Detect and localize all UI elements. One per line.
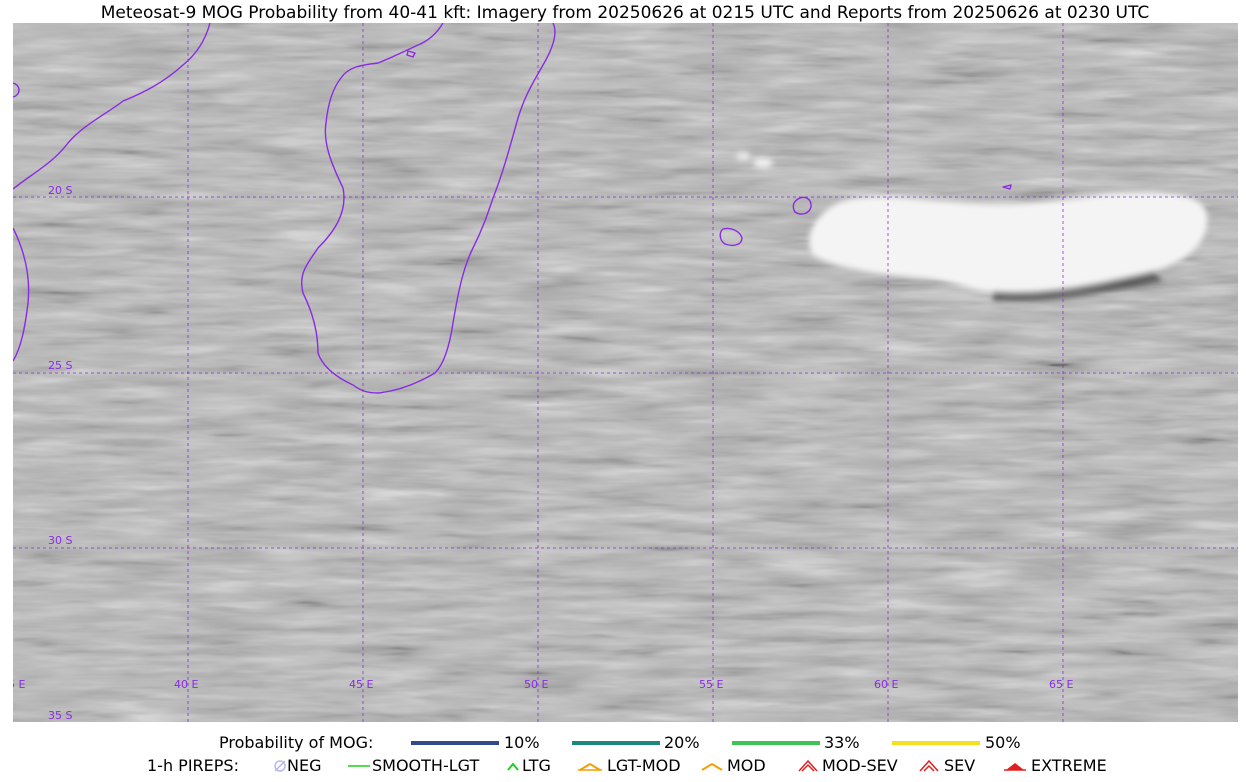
coast-madagascar bbox=[301, 23, 556, 394]
pirep-label-lgt-mod: LGT-MOD bbox=[607, 756, 681, 775]
neg-icon bbox=[274, 760, 286, 772]
satellite-map: 35 E 40 E 45 E 50 E 55 E 60 E 65 E 20 S … bbox=[13, 23, 1238, 722]
ltg-icon bbox=[507, 762, 519, 771]
graticule bbox=[13, 23, 1238, 722]
lon-label-50e: 50 E bbox=[524, 678, 548, 691]
prob-swatch-20 bbox=[572, 741, 660, 745]
map-labels: 35 E 40 E 45 E 50 E 55 E 60 E 65 E 20 S … bbox=[13, 184, 1073, 722]
pirep-label-sev: SEV bbox=[944, 756, 976, 775]
pirep-label-smooth-lgt: SMOOTH-LGT bbox=[372, 756, 480, 775]
pirep-legend-label: 1-h PIREPS: bbox=[147, 756, 239, 775]
coast-africa-south bbox=[13, 227, 30, 362]
pirep-legend: 1-h PIREPS: NEG SMOOTH-LGT LTG LGT-MOD M… bbox=[0, 756, 1250, 776]
mod-sev-icon bbox=[798, 759, 818, 772]
cloud-mass bbox=[736, 152, 1208, 302]
probability-legend: Probability of MOG: 10% 20% 33% 50% bbox=[0, 733, 1250, 753]
probability-legend-label: Probability of MOG: bbox=[219, 733, 374, 752]
coast-mozambique-islet bbox=[13, 82, 20, 98]
coast-rodrigues bbox=[1002, 184, 1012, 190]
prob-label-20: 20% bbox=[664, 733, 700, 752]
sev-icon bbox=[919, 759, 939, 772]
mod-icon bbox=[701, 762, 723, 771]
lat-label-20s: 20 S bbox=[48, 184, 72, 197]
pirep-label-mod: MOD bbox=[727, 756, 766, 775]
coast-reunion bbox=[719, 227, 743, 247]
extreme-icon bbox=[1004, 763, 1026, 771]
lon-label-40e: 40 E bbox=[174, 678, 198, 691]
lon-label-45e: 45 E bbox=[349, 678, 373, 691]
lgt-mod-icon bbox=[578, 762, 602, 771]
smooth-lgt-icon bbox=[348, 765, 370, 767]
lat-label-35s: 35 S bbox=[48, 709, 72, 722]
lat-label-25s: 25 S bbox=[48, 359, 72, 372]
pirep-label-neg: NEG bbox=[287, 756, 322, 775]
prob-label-50: 50% bbox=[985, 733, 1021, 752]
coast-comoros bbox=[406, 50, 416, 58]
lon-label-55e: 55 E bbox=[699, 678, 723, 691]
coastlines bbox=[13, 23, 1012, 394]
prob-swatch-33 bbox=[732, 741, 820, 745]
pirep-label-extreme: EXTREME bbox=[1031, 756, 1107, 775]
pirep-label-mod-sev: MOD-SEV bbox=[822, 756, 898, 775]
prob-swatch-50 bbox=[892, 741, 980, 745]
map-title: Meteosat-9 MOG Probability from 40-41 kf… bbox=[100, 3, 1150, 23]
coast-mauritius bbox=[792, 196, 812, 215]
lat-label-30s: 30 S bbox=[48, 534, 72, 547]
prob-label-10: 10% bbox=[504, 733, 540, 752]
prob-label-33: 33% bbox=[824, 733, 860, 752]
prob-swatch-10 bbox=[411, 741, 499, 745]
lon-label-65e: 65 E bbox=[1049, 678, 1073, 691]
imagery-texture bbox=[13, 23, 1238, 722]
coast-africa-north bbox=[13, 23, 211, 190]
lon-label-60e: 60 E bbox=[874, 678, 898, 691]
pirep-label-ltg: LTG bbox=[522, 756, 551, 775]
lon-label-35e: 35 E bbox=[13, 678, 25, 691]
